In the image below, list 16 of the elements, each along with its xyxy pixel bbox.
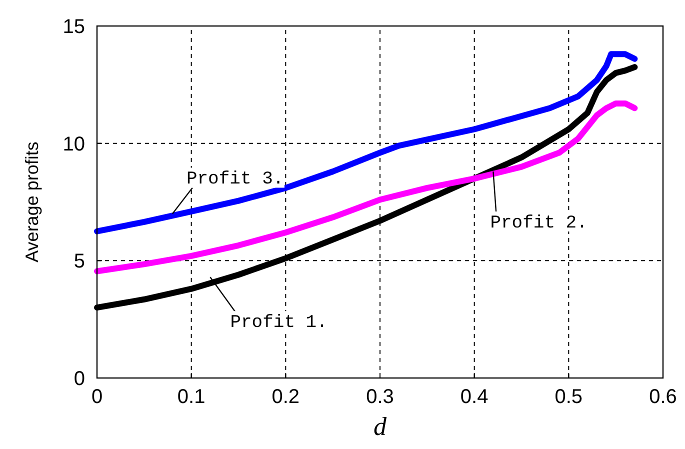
y-tick-label: 0: [74, 368, 85, 390]
x-tick-label: 0.6: [649, 386, 677, 408]
annotation: Profit 3.: [186, 170, 284, 190]
annotation: Profit 2.: [490, 213, 588, 234]
annotation: Profit 1.: [230, 313, 328, 334]
y-tick-label: 10: [62, 133, 85, 156]
y-axis-title: Average profits: [22, 142, 42, 262]
x-tick-label: 0: [91, 386, 103, 408]
y-tick-label: 5: [74, 250, 85, 273]
x-tick-label: 0.2: [272, 386, 300, 408]
x-axis-title: d: [374, 412, 388, 441]
y-tick-label: 15: [62, 16, 85, 38]
x-tick-label: 0.3: [366, 386, 394, 408]
x-tick-label: 0.4: [460, 386, 488, 408]
x-tick-label: 0.5: [554, 386, 583, 408]
x-tick-label: 0.1: [177, 386, 206, 408]
